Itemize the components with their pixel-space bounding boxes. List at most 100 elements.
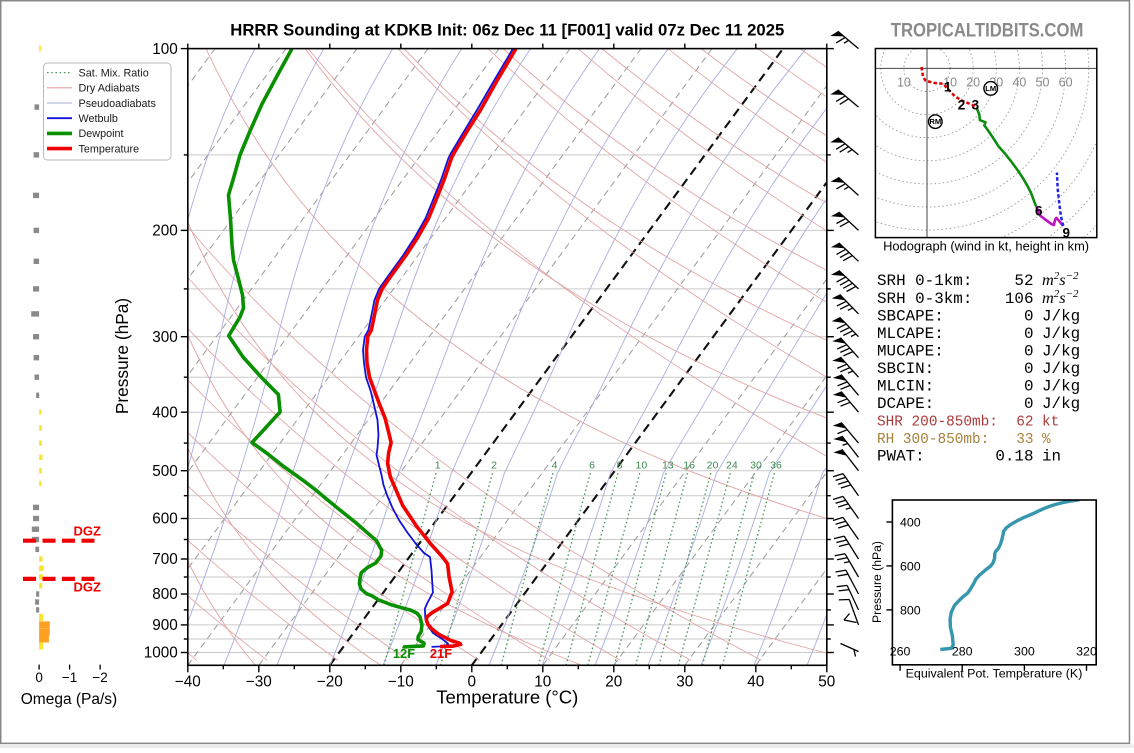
svg-text:Equivalent Pot. Temperature (K: Equivalent Pot. Temperature (K)	[906, 667, 1083, 681]
svg-text:kt: kt	[1042, 415, 1059, 431]
svg-text:600: 600	[900, 559, 921, 573]
svg-text:60: 60	[1059, 76, 1073, 90]
svg-text:MUCAPE:: MUCAPE:	[877, 342, 944, 360]
svg-text:Pseudoadiabats: Pseudoadiabats	[79, 98, 157, 110]
svg-text:Wetbulb: Wetbulb	[79, 113, 118, 125]
svg-text:Dry Adiabats: Dry Adiabats	[79, 83, 141, 95]
svg-text:6: 6	[589, 460, 595, 472]
svg-text:320: 320	[1076, 645, 1097, 659]
svg-text:0: 0	[1024, 307, 1034, 325]
svg-text:800: 800	[900, 603, 921, 617]
svg-text:DCAPE:: DCAPE:	[877, 395, 934, 413]
svg-text:J/kg: J/kg	[1042, 395, 1080, 413]
svg-text:RM: RM	[929, 117, 941, 126]
svg-text:900: 900	[152, 617, 178, 634]
svg-text:MLCIN:: MLCIN:	[877, 378, 934, 396]
svg-text:30: 30	[750, 460, 762, 472]
svg-text:24: 24	[726, 460, 738, 472]
svg-text:J/kg: J/kg	[1042, 325, 1080, 343]
svg-text:200: 200	[152, 223, 178, 240]
svg-text:40: 40	[747, 673, 764, 690]
svg-text:SHR 200-850mb:: SHR 200-850mb:	[877, 415, 998, 431]
svg-text:20: 20	[966, 76, 980, 90]
svg-text:Pressure (hPa): Pressure (hPa)	[870, 541, 884, 623]
svg-text:SBCIN:: SBCIN:	[877, 360, 934, 378]
svg-text:0: 0	[1024, 378, 1034, 396]
svg-text:0: 0	[1024, 325, 1034, 343]
svg-text:−40: −40	[175, 673, 201, 690]
svg-text:−20: −20	[317, 673, 343, 690]
svg-text:13: 13	[662, 460, 674, 472]
svg-text:16: 16	[683, 460, 695, 472]
svg-text:400: 400	[152, 404, 178, 421]
svg-text:1: 1	[435, 460, 441, 472]
svg-text:J/kg: J/kg	[1042, 378, 1080, 396]
svg-text:0: 0	[35, 670, 43, 685]
svg-text:40: 40	[1012, 76, 1026, 90]
svg-text:260: 260	[890, 645, 911, 659]
svg-text:20: 20	[707, 460, 719, 472]
svg-text:12F: 12F	[393, 646, 415, 661]
svg-text:500: 500	[152, 463, 178, 480]
svg-text:8: 8	[617, 460, 623, 472]
svg-text:2: 2	[491, 460, 497, 472]
svg-text:2: 2	[958, 98, 966, 113]
svg-text:MLCAPE:: MLCAPE:	[877, 325, 944, 343]
svg-text:0: 0	[1024, 395, 1034, 413]
svg-text:4: 4	[552, 460, 558, 472]
svg-text:30: 30	[676, 673, 693, 690]
svg-text:SBCAPE:: SBCAPE:	[877, 307, 944, 325]
svg-text:280: 280	[952, 645, 973, 659]
svg-text:33: 33	[1016, 432, 1033, 448]
svg-text:−10: −10	[388, 673, 414, 690]
svg-text:RH 300-850mb:: RH 300-850mb:	[877, 432, 989, 448]
svg-text:DGZ: DGZ	[73, 580, 101, 595]
svg-text:−2: −2	[92, 670, 107, 685]
svg-text:36: 36	[770, 460, 782, 472]
svg-text:700: 700	[152, 551, 178, 568]
svg-text:10: 10	[897, 76, 911, 90]
svg-text:20: 20	[605, 673, 622, 690]
svg-text:106: 106	[1005, 290, 1034, 308]
svg-text:10: 10	[636, 460, 648, 472]
svg-text:−30: −30	[246, 673, 272, 690]
svg-text:300: 300	[1014, 645, 1035, 659]
svg-text:Temperature: Temperature	[79, 143, 140, 155]
svg-text:0.18: 0.18	[995, 448, 1033, 466]
svg-text:1000: 1000	[144, 645, 178, 662]
svg-text:HRRR Sounding at KDKB Init: 06: HRRR Sounding at KDKB Init: 06z Dec 11 […	[230, 20, 784, 39]
svg-text:J/kg: J/kg	[1042, 342, 1080, 360]
svg-text:SRH 0-3km:: SRH 0-3km:	[877, 290, 972, 308]
svg-text:100: 100	[152, 41, 178, 58]
svg-text:0: 0	[1024, 360, 1034, 378]
svg-text:DGZ: DGZ	[73, 523, 101, 538]
svg-text:600: 600	[152, 511, 178, 528]
svg-text:J/kg: J/kg	[1042, 307, 1080, 325]
svg-text:TROPICALTIDBITS.COM: TROPICALTIDBITS.COM	[891, 20, 1084, 42]
svg-text:52: 52	[1014, 272, 1033, 290]
svg-text:LM: LM	[985, 84, 996, 93]
svg-text:21F: 21F	[430, 646, 452, 661]
svg-text:in: in	[1042, 448, 1061, 466]
svg-text:3: 3	[972, 97, 980, 112]
svg-text:Dewpoint: Dewpoint	[79, 128, 124, 140]
svg-text:%: %	[1042, 432, 1051, 448]
svg-text:50: 50	[818, 673, 835, 690]
svg-text:400: 400	[900, 516, 921, 530]
svg-text:Temperature (°C): Temperature (°C)	[436, 687, 578, 708]
svg-text:800: 800	[152, 586, 178, 603]
svg-text:0: 0	[1024, 342, 1034, 360]
svg-text:Sat. Mix. Ratio: Sat. Mix. Ratio	[79, 67, 149, 79]
svg-text:Hodograph (wind in kt, height: Hodograph (wind in kt, height in km)	[883, 239, 1089, 254]
svg-text:6: 6	[1035, 203, 1043, 218]
svg-text:Pressure (hPa): Pressure (hPa)	[112, 298, 132, 414]
svg-text:Omega (Pa/s): Omega (Pa/s)	[21, 691, 117, 708]
svg-text:−1: −1	[62, 670, 77, 685]
svg-text:300: 300	[152, 329, 178, 346]
svg-text:J/kg: J/kg	[1042, 360, 1080, 378]
svg-text:50: 50	[1036, 76, 1050, 90]
svg-text:1: 1	[944, 79, 952, 94]
svg-text:SRH 0-1km:: SRH 0-1km:	[877, 272, 972, 290]
svg-text:PWAT:: PWAT:	[877, 448, 925, 466]
svg-text:62: 62	[1016, 415, 1033, 431]
